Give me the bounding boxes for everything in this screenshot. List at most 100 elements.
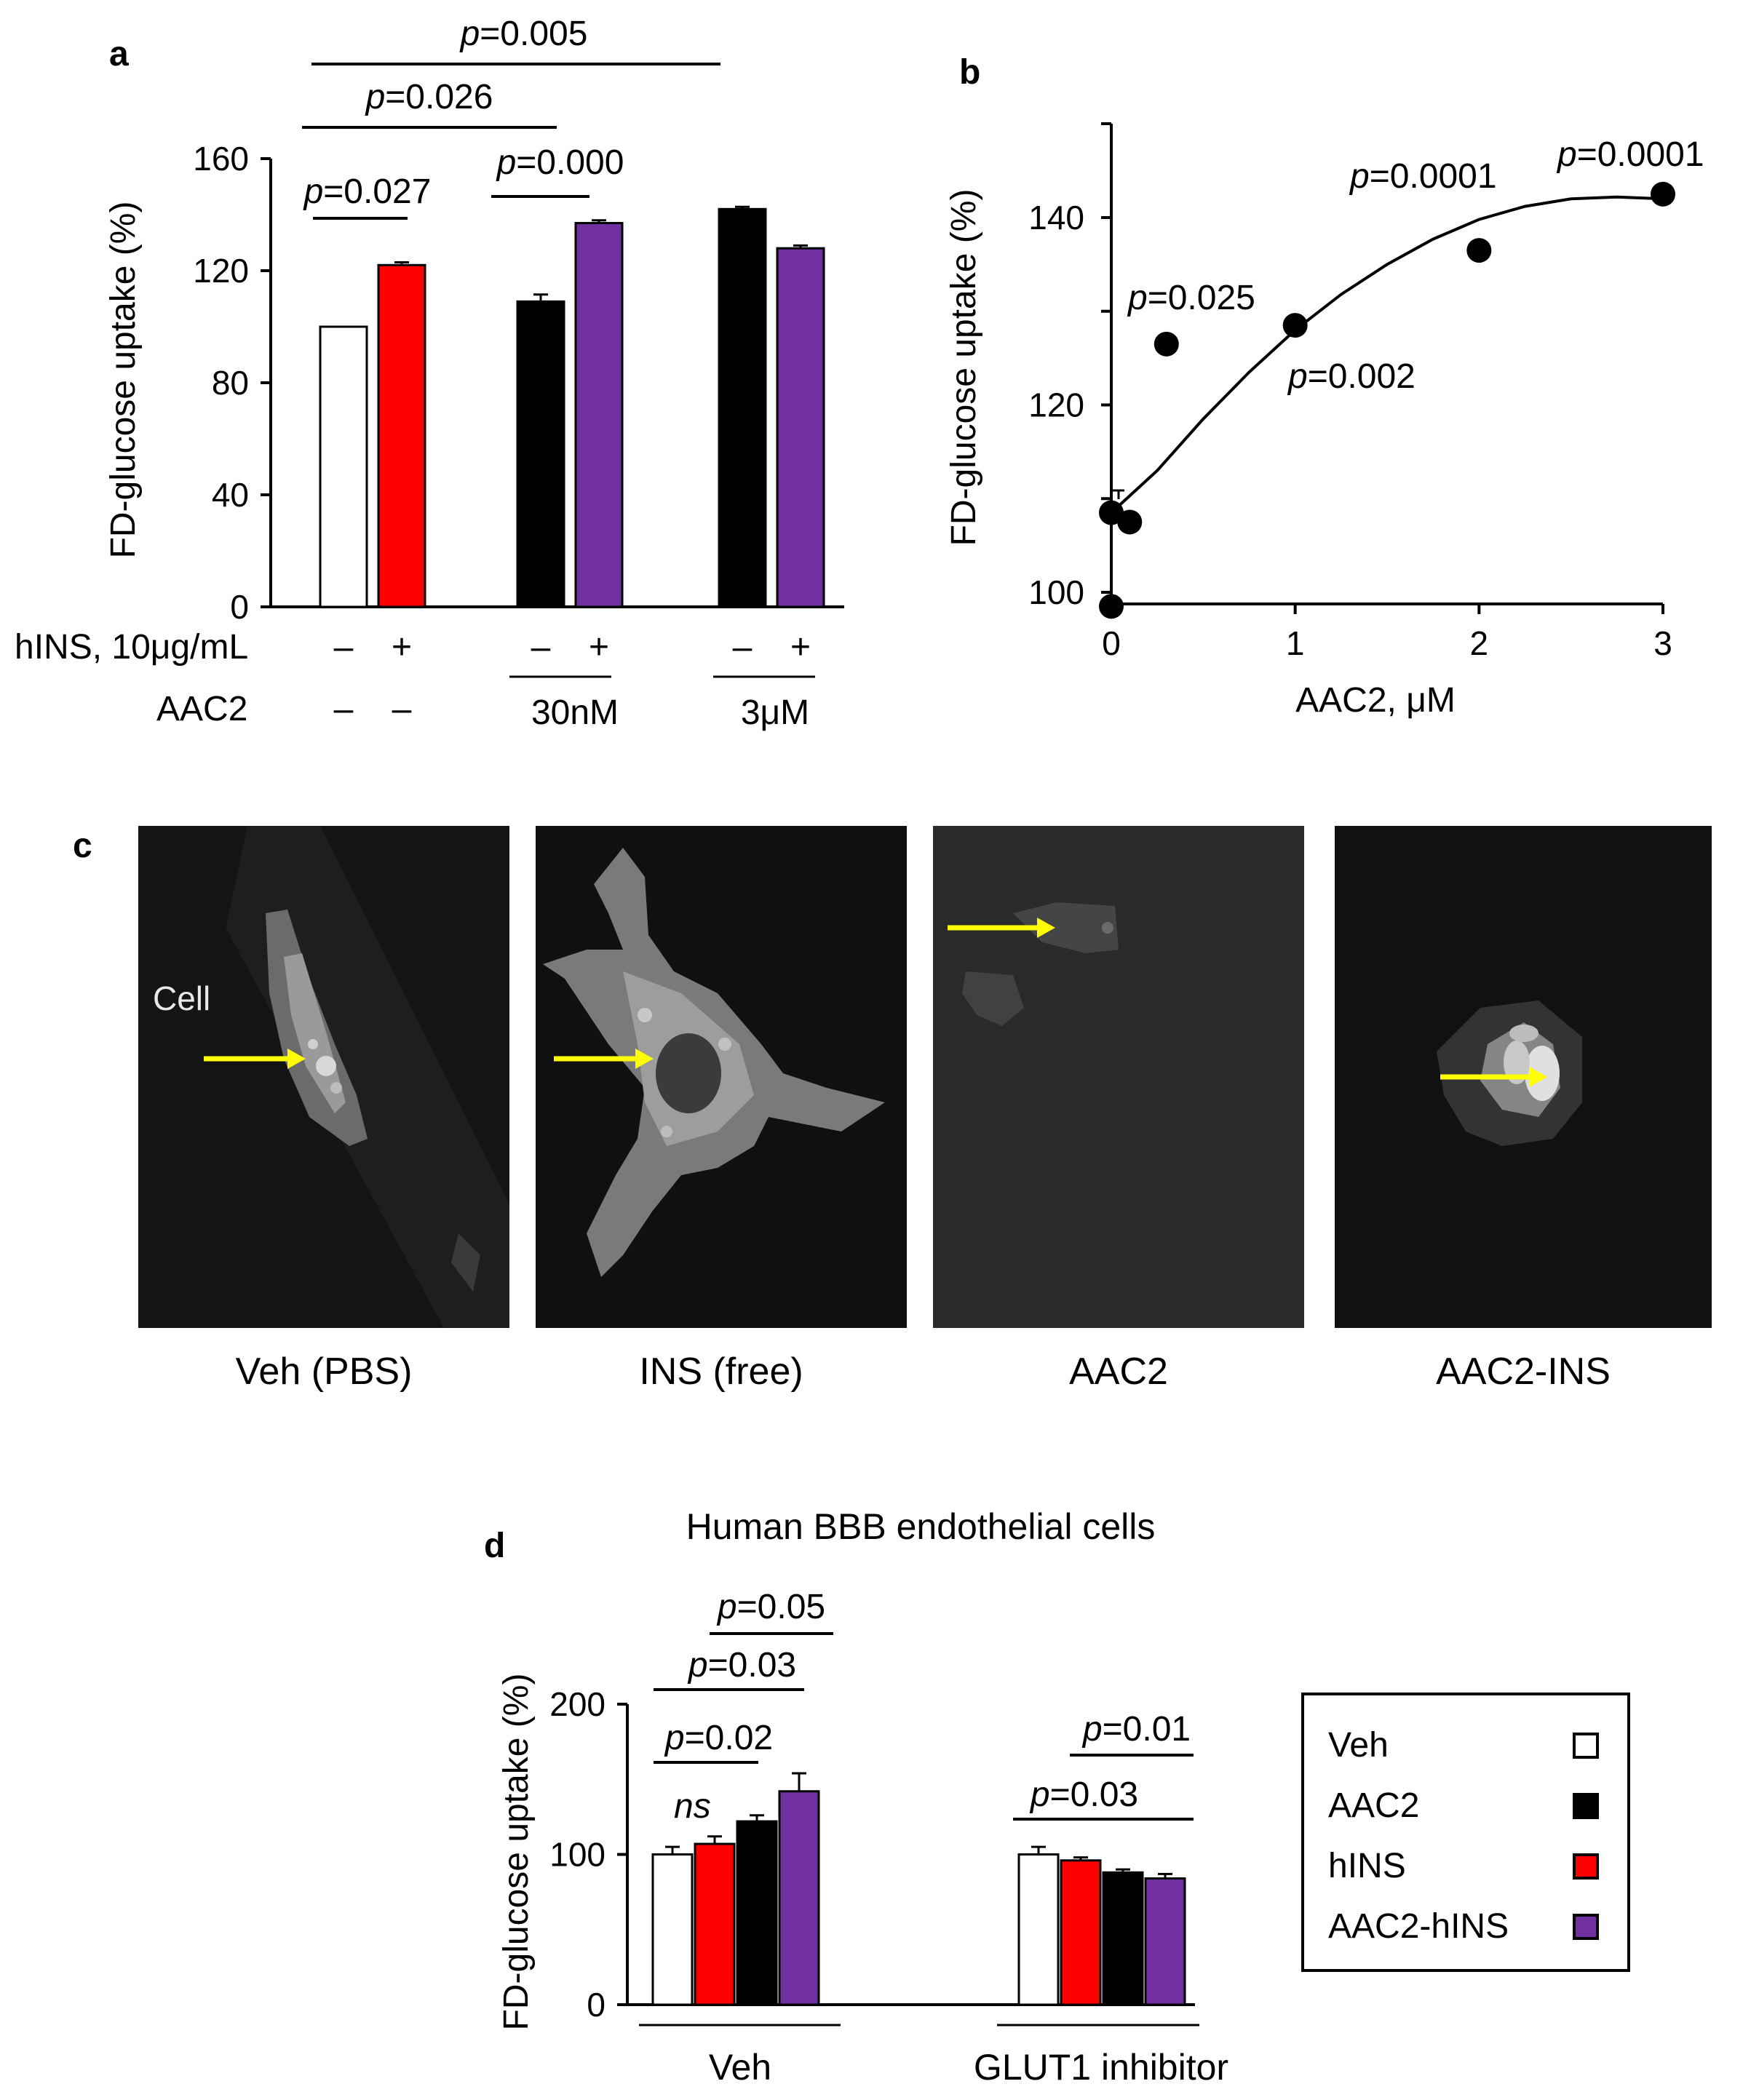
panel-b-data-point: [1651, 181, 1675, 207]
panel-d-legend-swatch: [1573, 1914, 1599, 1940]
caption-aac2: AAC2: [1069, 1351, 1168, 1393]
panel-a-comparison-label-value: =0.005: [480, 15, 587, 53]
panel-a-comparison-label-p: p: [303, 172, 324, 211]
panel-b-annotation-1-value: =0.025: [1148, 279, 1255, 317]
panel-d: d Human BBB endothelial cells FD-glucose…: [484, 1506, 1630, 2088]
panel-d-legend-swatch: [1573, 1793, 1599, 1819]
panel-b-y-tick-label: 140: [1028, 199, 1084, 236]
micrograph-aac2-art: [933, 826, 1304, 1328]
panel-d-comparison-label: p=0.03: [1029, 1775, 1138, 1814]
panel-a-bar: [574, 222, 624, 608]
panel-a-hins-sign: –: [334, 628, 354, 667]
panel-d-y-tick-label: 200: [549, 1685, 605, 1723]
panel-d-category-veh: Veh: [709, 2047, 771, 2088]
panel-b-data-point: [1117, 509, 1143, 535]
panel-d-y-axis-label: FD-glucose uptake (%): [497, 1674, 536, 2031]
panel-d-bar: [1144, 1877, 1186, 2006]
micrograph-aac2: [933, 826, 1304, 1328]
panel-d-bar: [778, 1790, 820, 2006]
panel-d-comparison-label-value: =0.03: [1050, 1775, 1138, 1814]
panel-d-bar: [694, 1842, 736, 2006]
micrograph-veh-pbs-art: [138, 826, 509, 1328]
panel-d-y-tick-label: 0: [587, 1986, 605, 2024]
panel-b-data-point: [1099, 594, 1124, 619]
panel-a-aac2-30nM: 30nM: [531, 693, 619, 732]
panel-a-bar: [319, 325, 368, 608]
panel-a-label: a: [109, 35, 129, 73]
panel-b-label: b: [959, 53, 980, 92]
panel-a-comparison-label: p=0.026: [365, 78, 493, 116]
panel-d-comparison-label-value: =0.02: [685, 1719, 773, 1757]
panel-a-comparison-label-value: =0.026: [385, 78, 493, 116]
panel-a-y-tick-label: 40: [212, 476, 249, 514]
panel-a-comparison-label: p=0.005: [459, 15, 588, 53]
panel-a-aac2-row-label: AAC2: [156, 690, 247, 728]
micrograph-ins-free: [536, 826, 907, 1328]
panel-a-hins-sign: +: [790, 628, 811, 667]
panel-d-category-glut1: GLUT1 inhibitor: [974, 2047, 1228, 2088]
panel-d-label: d: [484, 1527, 505, 1565]
panel-b-y-tick-label: 100: [1028, 573, 1084, 611]
panel-a-hins-row-label: hINS, 10μg/mL: [15, 628, 248, 667]
arrow-right-icon: [554, 1049, 654, 1069]
panel-a-y-tick-label: 0: [230, 588, 249, 626]
micrograph-aac2-ins: [1335, 826, 1712, 1328]
panel-d-title: Human BBB endothelial cells: [686, 1506, 1156, 1547]
micrograph-veh-pbs: Cell: [138, 826, 509, 1328]
panel-a-comparison-label-p: p: [496, 143, 517, 182]
panel-d-comparison-label-value: =0.03: [708, 1646, 796, 1685]
panel-b-data-point: [1282, 313, 1308, 338]
panel-d-legend-label: hINS: [1328, 1847, 1406, 1885]
panel-b-y-tick-label: 120: [1028, 386, 1084, 424]
panel-a-bar: [776, 247, 825, 608]
panel-d-legend-label: AAC2-hINS: [1328, 1907, 1509, 1946]
panel-d-legend: Veh AAC2 hINS AAC2-hINS: [1301, 1693, 1630, 1972]
svg-text:p=0.0001: p=0.0001: [1556, 135, 1704, 174]
panel-b-annotation-3-value: =0.0001: [1370, 157, 1497, 196]
panel-d-comparison-label: p=0.03: [687, 1646, 796, 1685]
panel-b-x-tick-label: 0: [1102, 624, 1121, 662]
panel-b-fit-curve: [1110, 195, 1664, 514]
panel-a-bar: [718, 207, 767, 608]
panel-a-y-axis-label: FD-glucose uptake (%): [104, 202, 143, 559]
svg-text:p=0.0001: p=0.0001: [1349, 157, 1497, 196]
panel-a-aac2-3uM: 3μM: [741, 693, 809, 732]
panel-b-annotation-4-value: =0.0001: [1577, 135, 1704, 174]
panel-d-legend-label: AAC2: [1328, 1786, 1419, 1825]
panel-d-legend-swatch: [1573, 1853, 1599, 1880]
panel-a-comparison-label-p: p: [459, 15, 480, 53]
panel-d-comparison-label-p: p: [1081, 1710, 1103, 1749]
panel-c-label: c: [73, 827, 92, 865]
panel-b-p-annotation-3: p=0.0001: [1349, 157, 1497, 196]
panel-a-aac2-minus-1: –: [334, 690, 354, 728]
panel-a-comparison-label-value: =0.027: [323, 172, 431, 211]
panel-b-x-tick-label: 1: [1286, 624, 1305, 662]
panel-d-comparison-label-p: p: [716, 1588, 737, 1626]
cell-label: Cell: [153, 979, 211, 1017]
panel-b-x-tick-label: 2: [1470, 624, 1489, 662]
panel-a-hins-sign: +: [589, 628, 609, 667]
micrograph-ins-free-art: [536, 826, 907, 1328]
panel-d-legend-swatch: [1573, 1733, 1599, 1759]
caption-aac2-ins: AAC2-INS: [1436, 1351, 1611, 1393]
panel-d-comparison-label-value: =0.05: [737, 1588, 825, 1626]
panel-a-comparison-label-p: p: [365, 78, 386, 116]
panel-b-annotation-3-p: p: [1349, 157, 1370, 196]
panel-b-annotation-1-p: p: [1127, 279, 1148, 317]
panel-b-x-axis-label: AAC2, μM: [1295, 681, 1456, 720]
panel-a-bar: [516, 300, 565, 608]
panel-b-y-axis-label: FD-glucose uptake (%): [945, 189, 983, 546]
panel-a-y-tick-label: 120: [193, 252, 249, 290]
panel-d-comparison-label-p: p: [664, 1719, 685, 1757]
panel-b-p-annotation-1: p=0.025: [1127, 279, 1255, 317]
panel-a-y-tick-label: 80: [212, 364, 249, 402]
panel-b-data-point: [1154, 331, 1179, 357]
panel-d-comparison-label: p=0.01: [1081, 1710, 1191, 1749]
panel-b-p-annotation-4: p=0.0001: [1556, 135, 1704, 174]
panel-d-bar: [651, 1853, 694, 2006]
panel-a-bar: [377, 263, 426, 608]
panel-a-hins-sign: +: [392, 628, 412, 667]
caption-ins-free: INS (free): [639, 1351, 803, 1393]
